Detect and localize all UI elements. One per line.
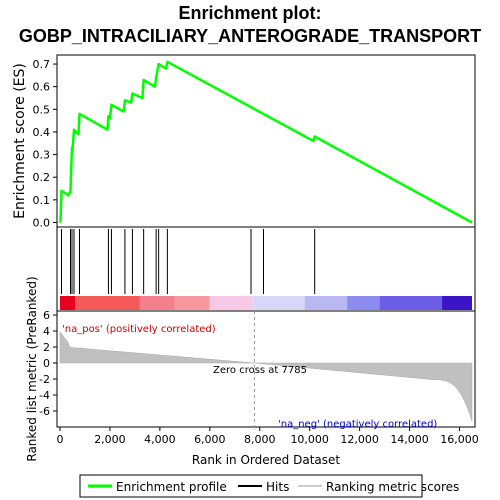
x-tick-label: 4,000 (144, 433, 176, 446)
ranking-metric-scores (59, 331, 473, 422)
chart-title-line1: Enrichment plot: (179, 3, 322, 23)
enrichment-profile-line (58, 60, 473, 224)
colorbar-segment (139, 296, 175, 310)
metric-ytick-label: -4 (39, 389, 50, 402)
colorbar-segment (60, 296, 75, 310)
x-axis: 0 2,000 4,000 6,000 8,000 10,000 12,000 14,000 1… (57, 427, 479, 446)
metric-ylabel: Ranked list metric (PreRanked) (25, 276, 39, 461)
metric-ytick-label: 0 (43, 357, 50, 370)
zero-cross-label: Zero cross at 7785 (213, 365, 307, 376)
metric-axis: 6 4 2 0 -2 -4 -6 (39, 309, 255, 427)
legend-profile-label: Enrichment profile (116, 480, 227, 494)
colorbar-segment (74, 296, 140, 310)
es-panel-frame (56, 54, 476, 228)
metric-ytick-label: -6 (39, 405, 50, 418)
metric-area-fill (59, 331, 473, 422)
enrichment-profile (58, 60, 473, 224)
es-ytick-label: 0.0 (33, 216, 51, 229)
chart-title-line2: GOBP_INTRACILIARY_ANTEROGRADE_TRANSPORT (19, 26, 481, 46)
x-tick-label: 12,000 (340, 433, 379, 446)
x-tick-label: 6,000 (194, 433, 226, 446)
x-tick-label: 14,000 (390, 433, 429, 446)
es-ylabel: Enrichment score (ES) (12, 63, 28, 219)
x-tick-label: 16,000 (440, 433, 479, 446)
metric-ytick-label: -2 (39, 373, 50, 386)
es-ytick-label: 0.2 (33, 171, 51, 184)
es-ytick-label: 0.4 (33, 126, 51, 139)
x-tick-label: 0 (57, 433, 64, 446)
colorbar-segment (347, 296, 380, 310)
x-axis-label: Rank in Ordered Dataset (192, 453, 340, 467)
x-tick-label: 8,000 (244, 433, 276, 446)
es-ytick-label: 0.1 (33, 194, 51, 207)
colorbar-segment (209, 296, 253, 310)
metric-ytick-label: 6 (43, 309, 50, 322)
es-ytick-label: 0.7 (33, 58, 51, 71)
es-ytick-label: 0.3 (33, 149, 51, 162)
colorbar-segment (304, 296, 348, 310)
hits-track (60, 229, 316, 294)
rank-colorbar (60, 296, 472, 310)
colorbar-segment (442, 296, 472, 310)
metric-ytick-label: 4 (43, 325, 50, 338)
x-tick-label: 2,000 (94, 433, 126, 446)
colorbar-segment (174, 296, 210, 310)
neg-label: 'na_neg' (negatively correlated) (278, 419, 437, 430)
x-tick-label: 10,000 (290, 433, 329, 446)
es-ytick-label: 0.5 (33, 103, 51, 116)
legend-hits-label: Hits (266, 480, 289, 494)
legend: Enrichment profile Hits Ranking metric s… (79, 474, 459, 498)
colorbar-segment (252, 296, 305, 310)
es-ytick-label: 0.6 (33, 81, 51, 94)
pos-label: 'na_pos' (positively correlated) (62, 324, 216, 335)
legend-metric-label: Ranking metric scores (326, 480, 459, 494)
metric-ytick-label: 2 (43, 341, 50, 354)
es-axis: 0.0 0.1 0.2 0.3 0.4 0.5 0.6 0.7 (33, 58, 57, 229)
colorbar-segment (379, 296, 443, 310)
